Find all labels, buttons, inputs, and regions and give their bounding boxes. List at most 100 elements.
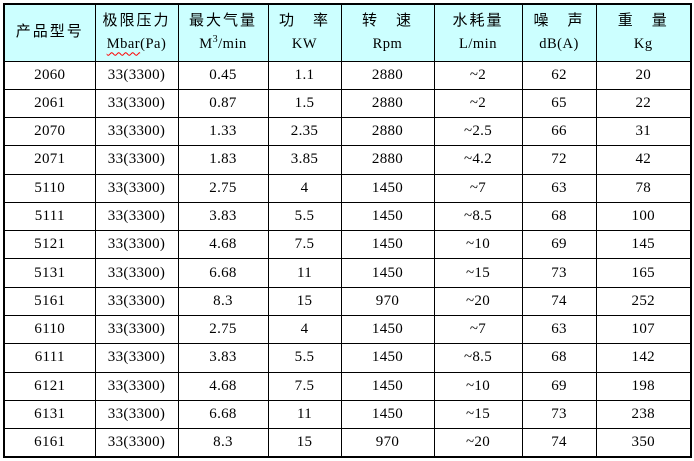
table-cell: ~7 — [433, 173, 523, 203]
table-cell: 100 — [595, 201, 692, 232]
table-cell: 1450 — [340, 230, 435, 260]
table-cell: 11 — [267, 399, 342, 430]
table-cell: 4.68 — [177, 371, 269, 401]
table-cell: 5131 — [3, 258, 96, 288]
table-body: 2060 33(3300) 0.45 1.1 2880 ~2 62 20 2061 33(3300… — [3, 60, 692, 458]
table-cell: 74 — [521, 286, 597, 317]
table-cell: 6131 — [3, 399, 96, 430]
column-unit: Rpm — [372, 36, 403, 53]
table-cell: ~4.2 — [433, 145, 523, 175]
column-title: 最大气量 — [188, 12, 257, 29]
table-cell: 33(3300) — [94, 258, 179, 288]
table-cell: 7.5 — [267, 371, 342, 401]
table-cell: 6121 — [3, 371, 96, 401]
table-cell: 350 — [595, 428, 692, 458]
column-unit: Kg — [633, 36, 653, 53]
unit-rest: (Pa) — [140, 36, 167, 53]
column-unit: dB(A) — [539, 36, 579, 53]
table-cell: 1450 — [340, 201, 435, 232]
table-row: 6161 33(3300) 8.3 15 970 ~20 74 350 — [3, 428, 692, 458]
col-header-airflow: 最大气量 M3/min — [177, 3, 269, 62]
table-cell: 69 — [521, 371, 597, 401]
table-cell: ~8.5 — [433, 343, 523, 373]
table-cell: 33(3300) — [94, 371, 179, 401]
table-cell: 970 — [340, 428, 435, 458]
table-cell: 33(3300) — [94, 230, 179, 260]
table-cell: 20 — [595, 60, 692, 90]
column-title: 重 量 — [617, 12, 669, 29]
table-cell: 7.5 — [267, 230, 342, 260]
column-title: 转 速 — [361, 12, 413, 29]
table-cell: 145 — [595, 230, 692, 260]
column-unit: KW — [291, 36, 318, 53]
table-cell: 4 — [267, 315, 342, 345]
table-cell: 1450 — [340, 399, 435, 430]
table-row: 6110 33(3300) 2.75 4 1450 ~7 63 107 — [3, 315, 692, 345]
table-row: 6131 33(3300) 6.68 11 1450 ~15 73 238 — [3, 399, 692, 430]
table-cell: 6.68 — [177, 258, 269, 288]
col-header-model: 产品型号 — [3, 3, 96, 62]
table-cell: 33(3300) — [94, 315, 179, 345]
table-row: 5110 33(3300) 2.75 4 1450 ~7 63 78 — [3, 173, 692, 203]
column-unit: M3/min — [199, 35, 247, 53]
table-row: 2071 33(3300) 1.83 3.85 2880 ~4.2 72 42 — [3, 145, 692, 175]
col-header-weight: 重 量 Kg — [595, 3, 692, 62]
table-cell: 8.3 — [177, 286, 269, 317]
table-cell: ~15 — [433, 399, 523, 430]
table-cell: 33(3300) — [94, 60, 179, 90]
table-cell: 1450 — [340, 173, 435, 203]
table-cell: 73 — [521, 258, 597, 288]
table-cell: 68 — [521, 201, 597, 232]
table-cell: 6111 — [3, 343, 96, 373]
table-cell: ~2.5 — [433, 117, 523, 147]
table-cell: 5110 — [3, 173, 96, 203]
table-cell: 1450 — [340, 315, 435, 345]
table-cell: 252 — [595, 286, 692, 317]
table-cell: 63 — [521, 173, 597, 203]
table-cell: 73 — [521, 399, 597, 430]
table-cell: 33(3300) — [94, 201, 179, 232]
table-cell: 198 — [595, 371, 692, 401]
table-cell: 5111 — [3, 201, 96, 232]
table-cell: 5.5 — [267, 201, 342, 232]
col-header-power: 功 率 KW — [267, 3, 342, 62]
table-cell: 15 — [267, 428, 342, 458]
table-cell: 1.5 — [267, 88, 342, 119]
table-cell: 15 — [267, 286, 342, 317]
table-cell: 33(3300) — [94, 145, 179, 175]
table-cell: 33(3300) — [94, 173, 179, 203]
column-title: 水耗量 — [452, 12, 504, 29]
table-cell: 33(3300) — [94, 117, 179, 147]
table-cell: 2061 — [3, 88, 96, 119]
table-cell: 72 — [521, 145, 597, 175]
table-cell: 3.85 — [267, 145, 342, 175]
table-cell: 5121 — [3, 230, 96, 260]
table-cell: 5161 — [3, 286, 96, 317]
table-cell: ~10 — [433, 371, 523, 401]
table-cell: 2060 — [3, 60, 96, 90]
table-cell: 11 — [267, 258, 342, 288]
table-cell: 2880 — [340, 117, 435, 147]
table-cell: 33(3300) — [94, 286, 179, 317]
table-row: 5161 33(3300) 8.3 15 970 ~20 74 252 — [3, 286, 692, 317]
unit-base: M — [199, 36, 213, 53]
table-cell: ~10 — [433, 230, 523, 260]
misspelled-unit-word: Mbar — [106, 36, 141, 53]
table-cell: ~2 — [433, 88, 523, 119]
table-cell: ~20 — [433, 286, 523, 317]
table-cell: 3.83 — [177, 343, 269, 373]
table-cell: ~20 — [433, 428, 523, 458]
table-cell: 6110 — [3, 315, 96, 345]
table-cell: 62 — [521, 60, 597, 90]
table-cell: 78 — [595, 173, 692, 203]
table-cell: 6.68 — [177, 399, 269, 430]
table-cell: 22 — [595, 88, 692, 119]
table-cell: 31 — [595, 117, 692, 147]
product-spec-table: 产品型号 极限压力 Mbar(Pa) 最大气量 M3/min — [3, 3, 692, 458]
table-cell: 2.75 — [177, 315, 269, 345]
table-row: 2060 33(3300) 0.45 1.1 2880 ~2 62 20 — [3, 60, 692, 90]
table-cell: 8.3 — [177, 428, 269, 458]
table-cell: 2.35 — [267, 117, 342, 147]
table-cell: 42 — [595, 145, 692, 175]
